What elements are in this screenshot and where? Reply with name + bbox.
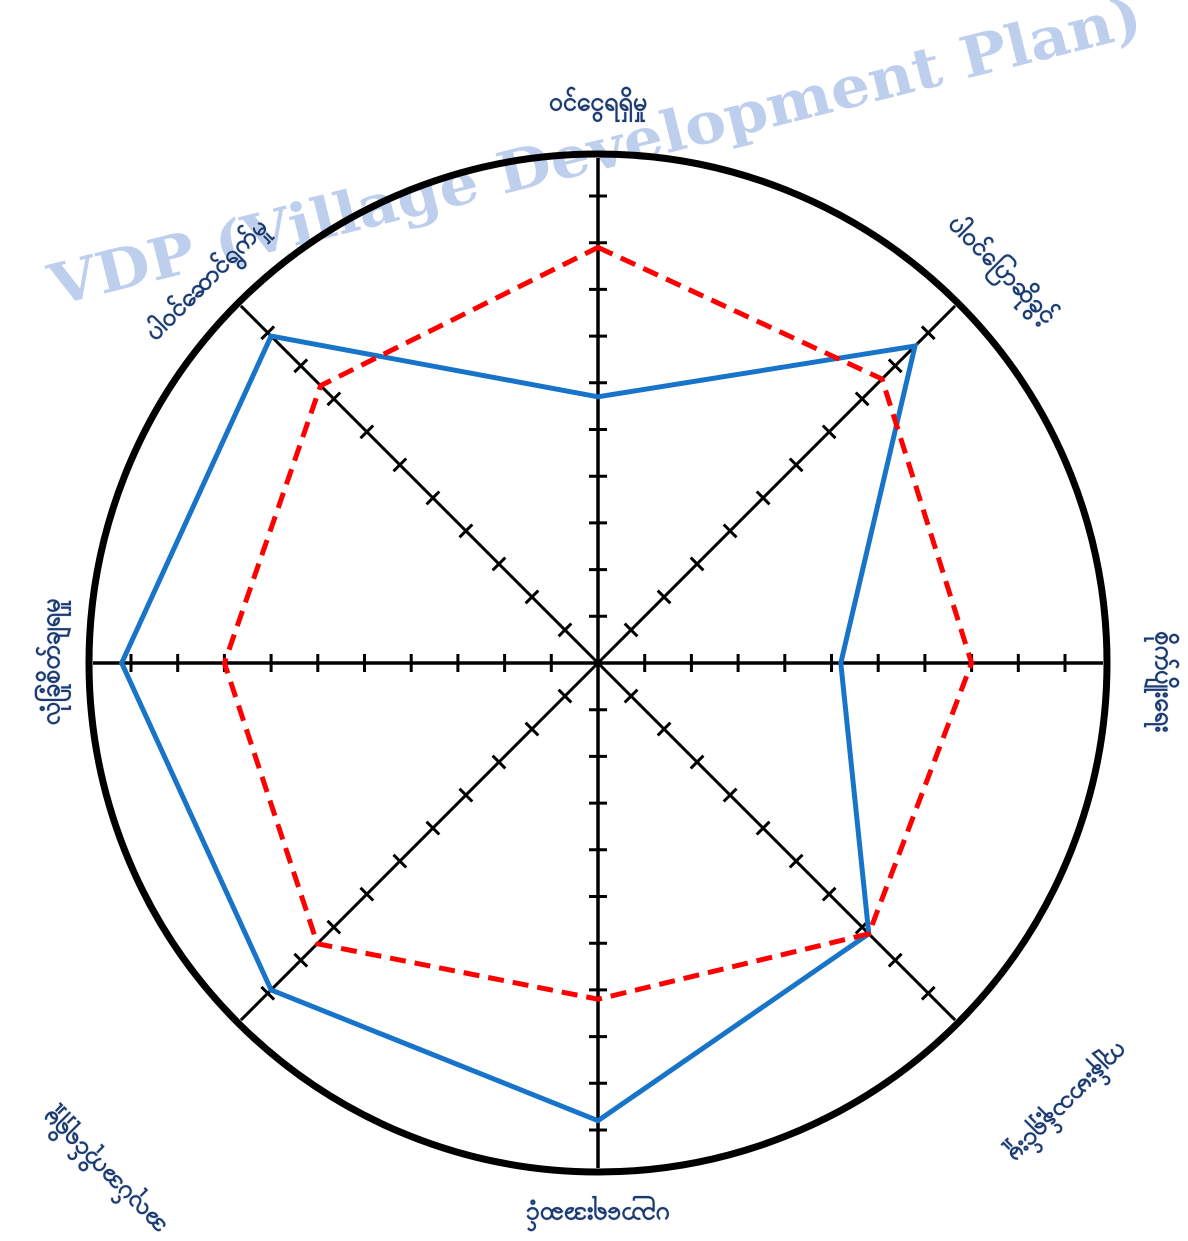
axis-tick — [689, 754, 705, 770]
series-1-point-2 — [912, 343, 918, 349]
axis-tick — [722, 523, 738, 539]
series-2-point-5 — [595, 997, 601, 1002]
series-line-1 — [118, 333, 919, 1124]
axis-tick — [920, 985, 936, 1001]
axis-tick — [557, 622, 573, 638]
axis-tick — [689, 556, 705, 572]
axis-tick — [359, 424, 375, 440]
series-1-point-8 — [268, 333, 274, 339]
series-1-point-1 — [595, 394, 601, 399]
axis-tick — [755, 820, 771, 836]
axis-label-2: ပါဝင်ပြောဆိုခွင့် — [939, 208, 1065, 334]
series-2-point-1 — [595, 245, 601, 250]
axis-tick — [392, 853, 408, 869]
axis-tick — [854, 391, 870, 407]
axis-tick — [524, 721, 540, 737]
series-2-point-3 — [969, 660, 974, 666]
axis-tick — [821, 424, 837, 440]
series-1-point-5 — [595, 1118, 601, 1123]
axis-tick — [920, 325, 936, 341]
axis-tick — [326, 391, 342, 407]
axis-tick — [623, 688, 639, 704]
axis-tick — [722, 787, 738, 803]
series-1-point-3 — [838, 660, 843, 666]
series-2-point-2 — [879, 376, 885, 382]
axis-tick — [491, 556, 507, 572]
chart-outer-circle — [85, 150, 1111, 1176]
axis-tick — [458, 523, 474, 539]
series-2-point-8 — [318, 383, 323, 388]
axis-tick — [392, 457, 408, 473]
axis-tick — [788, 853, 804, 869]
series-2-point-4 — [866, 931, 871, 936]
axis-tick — [557, 688, 573, 704]
axis-tick — [425, 820, 441, 836]
axis-tick — [887, 358, 903, 374]
axis-tick — [359, 886, 375, 902]
axis-tick — [491, 754, 507, 770]
series-2-point-6 — [315, 941, 320, 946]
axis-tick — [656, 589, 672, 605]
axis-tick — [755, 490, 771, 506]
axis-tick — [293, 358, 309, 374]
axis-tick — [524, 589, 540, 605]
axis-tick — [326, 919, 342, 935]
axis-tick — [260, 985, 276, 1001]
axis-tick — [887, 952, 903, 968]
axis-tick — [656, 721, 672, 737]
series-1-point-7 — [119, 660, 124, 666]
axis-label-3: စိုက်ပျိုးရေး — [1144, 632, 1179, 733]
axis-line-2 — [596, 304, 957, 665]
series-2-point-7 — [222, 660, 227, 666]
series-layer — [118, 244, 975, 1124]
axis-label-7: လုံခြုံစိတ်ချရမှု — [35, 599, 71, 726]
series-1-point-6 — [268, 987, 274, 993]
axis-tick — [425, 490, 441, 506]
axis-label-6: အလုပ်အကိုင်ရရှိမှု — [34, 1100, 175, 1241]
axis-line-8 — [239, 304, 600, 665]
axis-label-4: ကျန်းမာသန့်ရှင်းမှု — [999, 1034, 1136, 1171]
axes-layer — [93, 158, 1103, 1168]
axis-tick — [623, 622, 639, 638]
axis-line-6 — [239, 661, 600, 1022]
axis-label-5: ပညာရေးအဆင့် — [526, 1196, 670, 1231]
axis-tick — [788, 457, 804, 473]
axis-tick — [260, 325, 276, 341]
axis-tick — [293, 952, 309, 968]
axis-tick — [458, 787, 474, 803]
axis-tick — [821, 886, 837, 902]
